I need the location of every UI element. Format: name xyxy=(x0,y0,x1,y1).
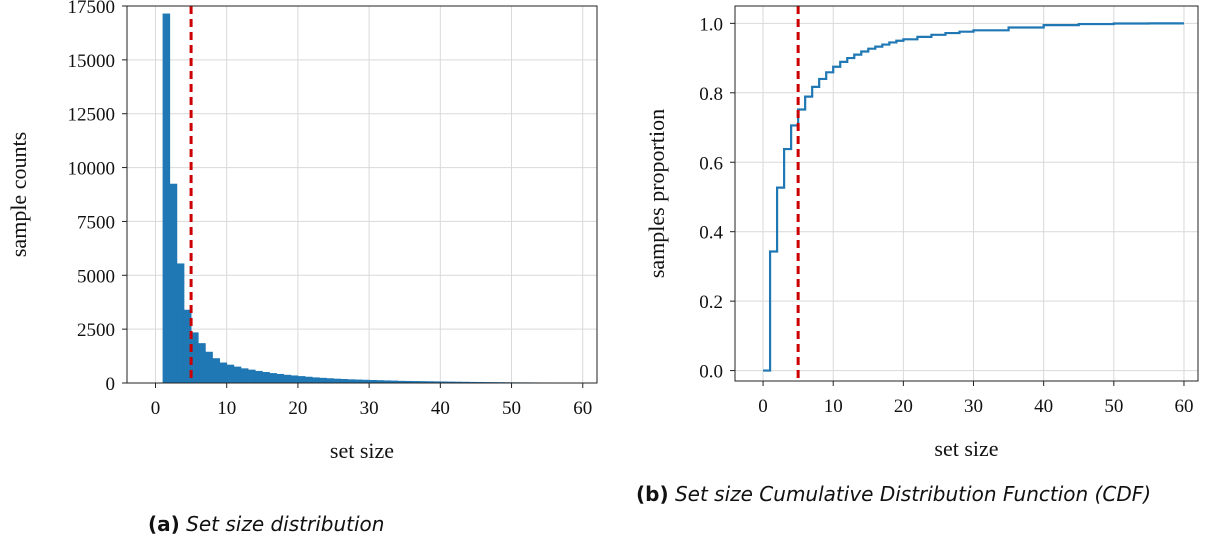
x-tick-label: 10 xyxy=(217,398,236,419)
y-tick-label: 5000 xyxy=(77,266,115,287)
histogram-bar xyxy=(383,380,391,383)
y-tick-label: 10000 xyxy=(68,159,116,180)
histogram-bar xyxy=(475,381,484,383)
histogram-bar xyxy=(269,373,277,383)
histogram-bar xyxy=(183,309,192,383)
histogram-caption-tag: (a) xyxy=(148,512,180,536)
histogram-caption-text: Set size distribution xyxy=(186,512,385,536)
histogram-bar xyxy=(404,380,413,383)
x-tick-label: 50 xyxy=(1104,396,1123,417)
cdf-gridlines xyxy=(735,6,1198,381)
x-tick-label: 10 xyxy=(824,396,843,417)
x-tick-label: 30 xyxy=(360,398,379,419)
histogram-bar xyxy=(411,381,420,383)
y-tick-label: 0.0 xyxy=(699,362,723,383)
histogram-bar xyxy=(326,378,334,383)
cdf-caption-tag: (b) xyxy=(636,482,669,506)
histogram-bar xyxy=(205,351,213,383)
y-tick-label: 0.4 xyxy=(699,223,723,244)
histogram-bar xyxy=(255,370,263,383)
histogram-bar xyxy=(362,379,370,383)
histogram-bar xyxy=(454,381,463,383)
cdf-plot-frame xyxy=(734,5,1199,382)
histogram-bar xyxy=(226,364,235,383)
histogram-x-axis-label: set size xyxy=(330,438,394,463)
histogram-bar xyxy=(262,372,270,383)
histogram-bar xyxy=(397,380,406,383)
histogram-bar xyxy=(191,332,199,383)
histogram-bar xyxy=(276,373,285,383)
cdf-y-axis-label: samples proportion xyxy=(644,109,669,278)
cdf-caption: (b) Set size Cumulative Distribution Fun… xyxy=(636,479,1210,509)
histogram-bar xyxy=(426,381,434,383)
histogram-bar xyxy=(461,381,470,383)
histogram-bar xyxy=(347,379,356,383)
histogram-bar xyxy=(297,376,306,383)
histogram-bar xyxy=(433,381,441,383)
y-tick-label: 17500 xyxy=(68,0,116,18)
cdf-step-line xyxy=(763,22,1184,372)
histogram-bar xyxy=(176,263,185,383)
histogram-bar xyxy=(468,381,477,383)
histogram-bar xyxy=(369,379,377,383)
histogram-bar xyxy=(169,183,178,383)
x-tick-label: 30 xyxy=(964,396,983,417)
x-tick-label: 40 xyxy=(1034,396,1053,417)
histogram-plot-frame xyxy=(126,5,598,384)
histogram-bar xyxy=(283,374,292,383)
histogram-bar xyxy=(240,368,249,383)
x-tick-label: 40 xyxy=(431,398,450,419)
histogram-bar xyxy=(219,362,228,383)
histogram-bar xyxy=(447,381,455,383)
x-tick-label: 0 xyxy=(151,398,161,419)
histogram-bar xyxy=(354,379,363,383)
histogram-caption: (a) Set size distribution xyxy=(148,509,468,539)
histogram-bar xyxy=(319,377,327,383)
histogram-bar xyxy=(162,13,171,383)
histogram-tick-labels: 0 10 20 30 40 50 60 0 2500 5000 7500 10000 12500 1500… xyxy=(68,0,593,419)
cdf-caption-text: Set size Cumulative Distribution Functio… xyxy=(674,482,1152,506)
y-tick-label: 2500 xyxy=(77,320,115,341)
histogram-y-axis-label: sample counts xyxy=(6,132,31,257)
y-tick-label: 0.2 xyxy=(699,292,723,313)
y-tick-label: 7500 xyxy=(77,212,115,233)
histogram-bar xyxy=(390,380,399,383)
histogram-bar xyxy=(198,343,206,383)
y-tick-label: 1.0 xyxy=(699,14,723,35)
histogram-bar xyxy=(376,380,384,383)
y-tick-label: 15000 xyxy=(68,51,116,72)
histogram-bar xyxy=(212,358,220,383)
histogram-bar xyxy=(290,375,299,383)
x-tick-label: 60 xyxy=(573,398,592,419)
cdf-tick-labels: 0 10 20 30 40 50 60 0.0 0.2 0.4 0.6 0.8 1.0 xyxy=(699,14,1193,417)
histogram-panel: 0 10 20 30 40 50 60 0 2500 5000 7500 10000 12500 1500… xyxy=(6,0,598,463)
cdf-panel: 0 10 20 30 40 50 60 0.0 0.2 0.4 0.6 0.8 1.0 set size… xyxy=(644,5,1199,461)
histogram-bar xyxy=(418,381,427,383)
histogram-bar xyxy=(312,377,320,383)
x-tick-label: 0 xyxy=(758,396,768,417)
histogram-bar xyxy=(233,366,242,383)
y-tick-label: 12500 xyxy=(68,105,116,126)
histogram-gridlines xyxy=(127,5,597,384)
y-tick-label: 0.6 xyxy=(699,153,723,174)
histogram-bar xyxy=(340,379,349,383)
histogram-bar xyxy=(248,369,256,383)
x-tick-label: 20 xyxy=(288,398,307,419)
x-tick-label: 50 xyxy=(502,398,521,419)
x-tick-label: 20 xyxy=(894,396,913,417)
cdf-x-axis-label: set size xyxy=(934,436,998,461)
histogram-bar xyxy=(333,378,342,383)
y-tick-label: 0 xyxy=(106,374,116,395)
histogram-bar xyxy=(305,376,313,383)
y-tick-label: 0.8 xyxy=(699,84,723,105)
histogram-bars xyxy=(162,13,591,384)
x-tick-label: 60 xyxy=(1174,396,1193,417)
histogram-bar xyxy=(440,381,448,383)
